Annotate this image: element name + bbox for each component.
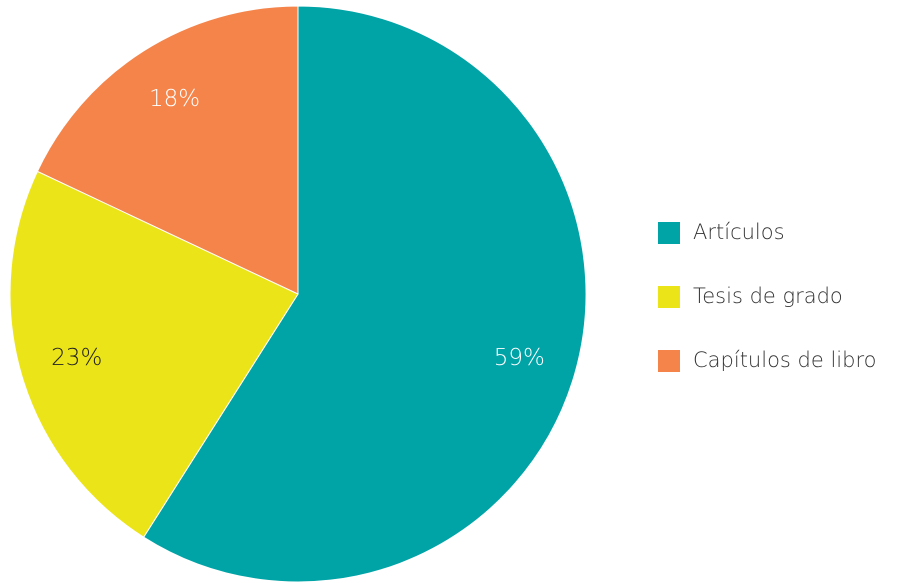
legend-swatch bbox=[658, 222, 680, 244]
legend-label: Capítulos de libro bbox=[693, 348, 876, 372]
pie-slice bbox=[9, 170, 299, 538]
value-label: 59% bbox=[494, 345, 545, 371]
legend-swatch bbox=[658, 350, 680, 372]
value-label: 23% bbox=[51, 345, 102, 371]
legend-swatch bbox=[658, 286, 680, 308]
value-label: 18% bbox=[149, 86, 200, 112]
pie-slice bbox=[142, 5, 587, 583]
pie-slice bbox=[36, 5, 299, 295]
legend-label: Tesis de grado bbox=[693, 284, 843, 308]
legend-label: Artículos bbox=[693, 220, 785, 244]
